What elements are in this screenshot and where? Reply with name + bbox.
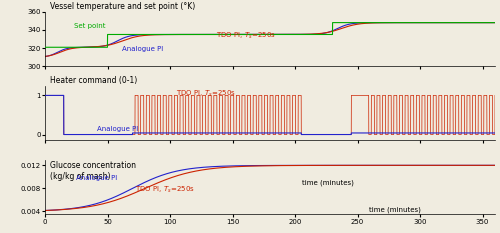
Text: Analogue PI: Analogue PI [76,175,118,182]
Text: TDO PI, $T_s$=250s: TDO PI, $T_s$=250s [135,184,194,195]
Text: Heater command (0-1): Heater command (0-1) [50,76,137,85]
Text: time (minutes): time (minutes) [369,206,421,212]
Text: TDO PI, $T_s$=250s: TDO PI, $T_s$=250s [176,89,235,99]
Text: Analogue PI: Analogue PI [97,126,138,132]
Text: Vessel temperature and set point (°K): Vessel temperature and set point (°K) [50,2,195,11]
Text: TDO PI, $T_s$=250s: TDO PI, $T_s$=250s [216,31,276,41]
Text: Analogue PI: Analogue PI [122,46,163,52]
Text: Glucose concentration
(kg/kg of mash): Glucose concentration (kg/kg of mash) [50,161,136,181]
Text: Set point: Set point [74,23,106,29]
Text: time (minutes): time (minutes) [302,179,354,186]
